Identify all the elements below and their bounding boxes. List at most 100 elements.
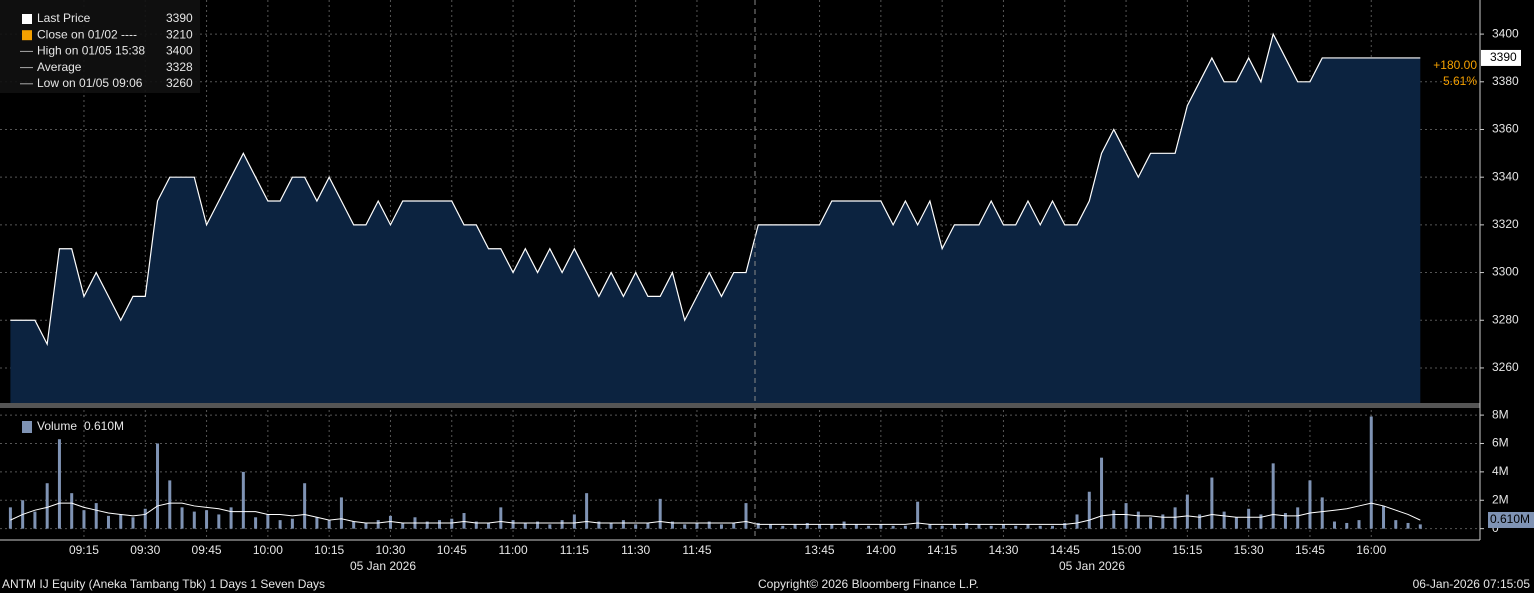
volume-bar — [1063, 522, 1067, 529]
volume-bar — [1345, 522, 1349, 529]
volume-bar — [805, 522, 809, 529]
volume-bar — [609, 522, 613, 529]
volume-bar — [229, 507, 233, 529]
volume-bar — [769, 524, 773, 529]
volume-bar — [8, 507, 12, 529]
legend-value: 0.610M — [84, 419, 124, 433]
legend-label: Volume — [37, 419, 77, 433]
volume-bar — [180, 507, 184, 529]
legend-swatch — [22, 30, 32, 41]
x-tick-label: 10:00 — [253, 543, 283, 557]
volume-bar — [977, 524, 981, 529]
volume-bar — [940, 525, 944, 529]
volume-bar — [1222, 511, 1226, 529]
volume-bar — [487, 522, 491, 529]
volume-bar — [339, 497, 343, 529]
volume-bar — [1124, 503, 1128, 529]
legend-label: Close on 01/02 ---- — [37, 27, 137, 41]
volume-bar — [499, 507, 503, 529]
volume-bar — [131, 517, 135, 529]
volume-bar — [621, 520, 625, 529]
volume-bar — [70, 493, 74, 529]
panel-separator — [0, 403, 1480, 408]
legend-swatch — [22, 421, 32, 433]
volume-bar — [1210, 477, 1214, 529]
volume-bar — [376, 520, 380, 529]
volume-bar — [1406, 522, 1410, 529]
x-tick-label: 10:15 — [314, 543, 344, 557]
volume-bar — [1271, 463, 1275, 529]
volume-bar — [119, 514, 123, 529]
volume-bar — [695, 522, 699, 529]
volume-bar — [719, 524, 723, 529]
volume-bar — [952, 524, 956, 529]
volume-bar — [916, 501, 920, 529]
legend-box — [0, 0, 200, 93]
last-value-box — [1488, 511, 1534, 528]
volume-bar — [732, 522, 736, 529]
last-value: 0.610M — [1490, 512, 1530, 526]
x-date-label: 05 Jan 2026 — [350, 559, 416, 573]
volume-bar — [1001, 524, 1005, 529]
volume-bar — [1149, 517, 1153, 529]
volume-bar — [1075, 514, 1079, 529]
volume-bar — [928, 524, 932, 529]
legend-label: Average — [37, 60, 82, 74]
volume-bar — [1161, 514, 1165, 529]
x-tick-label: 11:30 — [621, 543, 650, 557]
volume-bar — [585, 493, 589, 529]
x-tick-label: 09:45 — [192, 543, 222, 557]
volume-bar — [1259, 514, 1263, 529]
volume-bar — [1382, 505, 1386, 529]
volume-bar — [597, 521, 601, 529]
legend-label: Low on 01/05 09:06 — [37, 76, 143, 90]
volume-bar — [842, 521, 846, 529]
footer-center: Copyright© 2026 Bloomberg Finance L.P. — [758, 577, 979, 591]
volume-bar — [511, 520, 515, 529]
x-tick-label: 16:00 — [1356, 543, 1386, 557]
volume-bar — [1394, 520, 1398, 529]
volume-bar — [450, 518, 454, 529]
volume-bar — [572, 514, 576, 529]
legend-value: 3260 — [166, 76, 193, 90]
volume-bar — [168, 480, 172, 529]
volume-bar — [143, 508, 147, 529]
volume-bar — [1308, 480, 1312, 529]
price-area — [10, 34, 1421, 403]
volume-bar — [634, 524, 638, 529]
volume-bar — [781, 525, 785, 529]
legend-label: Last Price — [37, 11, 91, 25]
volume-bar — [1418, 524, 1422, 529]
volume-bar — [266, 514, 270, 529]
x-tick-label: 14:45 — [1050, 543, 1080, 557]
x-date-label: 05 Jan 2026 — [1059, 559, 1125, 573]
volume-bar — [879, 524, 883, 529]
volume-bar — [290, 518, 294, 529]
volume-average — [10, 502, 1421, 525]
x-tick-label: 11:45 — [682, 543, 711, 557]
volume-bar — [523, 522, 527, 529]
volume-bar — [903, 525, 907, 529]
y-tick-label: 3260 — [1492, 360, 1519, 374]
annotation: +180.00 — [1433, 58, 1477, 72]
legend-value: 3210 — [166, 27, 193, 41]
legend-value: 3390 — [166, 11, 193, 25]
legend-label: High on 01/05 15:38 — [37, 44, 145, 58]
volume-bar — [793, 524, 797, 529]
y-tick-label: 8M — [1492, 407, 1509, 421]
volume-bar — [33, 511, 37, 529]
volume-bar — [57, 439, 61, 529]
volume-bar — [278, 520, 282, 529]
volume-bar — [438, 520, 441, 529]
annotation: 5.61% — [1443, 74, 1477, 88]
volume-bar — [462, 513, 466, 529]
volume-bar — [352, 521, 356, 529]
overlay: 3260 3280 3300 3320 3340 3360 3380 3400 3390 +180… — [20, 11, 1534, 573]
price-line — [10, 32, 1421, 347]
volume-bar — [560, 520, 564, 529]
volume-bar — [1136, 511, 1140, 529]
y-tick-label: 3360 — [1492, 122, 1519, 136]
x-tick-label: 11:15 — [560, 543, 589, 557]
